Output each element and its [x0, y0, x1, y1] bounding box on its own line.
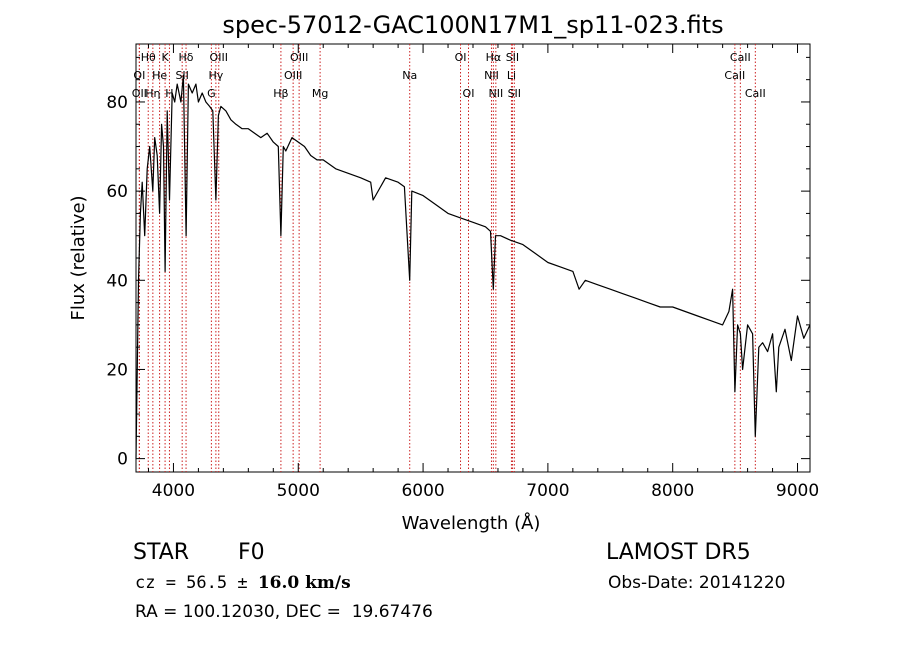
- line-marker-label: CaII: [745, 87, 766, 100]
- redshift-velocity: cz = 56.5 ± 16.0 km/s: [135, 573, 351, 593]
- line-marker-label: SII: [506, 51, 519, 64]
- y-tick-label: 60: [106, 182, 128, 202]
- line-marker-label: Mg: [312, 87, 328, 100]
- y-axis-label: Flux (relative): [68, 195, 89, 320]
- line-marker-label: He: [152, 69, 167, 82]
- line-marker-label: SII: [175, 69, 188, 82]
- line-marker-label: G: [207, 87, 216, 100]
- line-marker-label: Hγ: [208, 69, 223, 82]
- chart-title: spec-57012-GAC100N17M1_sp11-023.fits: [222, 11, 723, 39]
- object-type-label: STAR: [133, 540, 190, 565]
- line-marker-label: Hβ: [273, 87, 288, 100]
- line-marker-label: K: [161, 51, 169, 64]
- x-tick-label: 4000: [152, 481, 195, 501]
- x-tick-label: 7000: [526, 481, 569, 501]
- observation-date: Obs-Date: 20141220: [608, 573, 786, 593]
- y-tick-label: 0: [117, 450, 128, 470]
- line-marker-label: OI: [463, 87, 475, 100]
- spectrum-line: [135, 74, 811, 459]
- x-tick-label: 5000: [277, 481, 320, 501]
- spectrum-series: [135, 74, 811, 459]
- cz-error: 16.0 km/s: [257, 573, 351, 593]
- survey-name: LAMOST DR5: [606, 540, 751, 565]
- line-marker-label: Na: [402, 69, 417, 82]
- axis-ticks: 4000 5000 6000 7000 8000 9000 0 20 40 60 80: [106, 44, 819, 501]
- line-marker-label: OIII: [210, 51, 228, 64]
- y-tick-label: 40: [106, 271, 128, 291]
- line-marker-label: NII: [484, 69, 499, 82]
- line-marker-label: OI: [455, 51, 467, 64]
- plot-frame: [135, 43, 811, 473]
- line-marker-label: OII: [132, 87, 147, 100]
- line-marker-label: NII: [488, 87, 503, 100]
- x-axis-label: Wavelength (Å): [402, 512, 541, 534]
- line-marker-label: SII: [508, 87, 521, 100]
- coordinates: RA = 100.12030, DEC = 19.67476: [135, 602, 433, 622]
- y-tick-label: 20: [106, 360, 128, 380]
- x-tick-label: 6000: [401, 481, 444, 501]
- emission-line-markers: [138, 44, 756, 472]
- line-marker-label: Hδ: [179, 51, 194, 64]
- cz-value: cz = 56.5 ±: [135, 573, 258, 593]
- line-marker-label: Hη: [145, 87, 160, 100]
- line-marker-label: Hα: [486, 51, 502, 64]
- x-tick-label: 9000: [776, 481, 819, 501]
- y-tick-label: 80: [106, 93, 128, 113]
- line-marker-label: OIII: [284, 69, 302, 82]
- line-marker-label: OI: [133, 69, 145, 82]
- line-marker-label: OIII: [290, 51, 308, 64]
- line-marker-label: Li: [507, 69, 516, 82]
- x-tick-label: 8000: [651, 481, 694, 501]
- line-marker-label: H: [165, 87, 173, 100]
- line-marker-label: CaII: [724, 69, 745, 82]
- line-marker-label: Hθ: [141, 51, 156, 64]
- spectral-class: F0: [238, 540, 265, 565]
- line-marker-label: CaII: [730, 51, 751, 64]
